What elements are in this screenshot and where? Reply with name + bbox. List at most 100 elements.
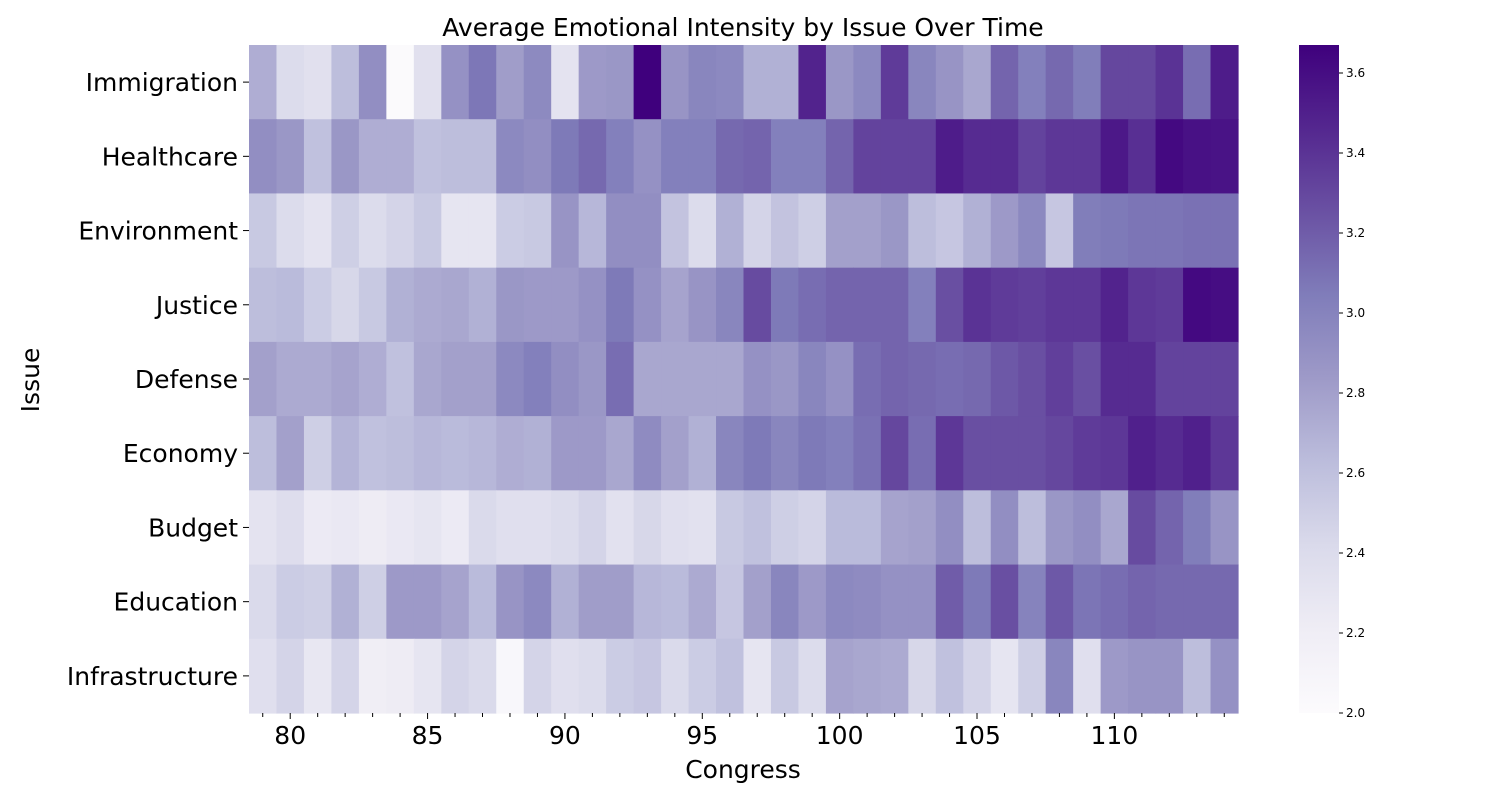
heatmap-cell (606, 45, 635, 120)
heatmap-cell (496, 45, 525, 120)
heatmap-cell (798, 638, 827, 714)
heatmap-cell (1100, 564, 1129, 640)
heatmap-cell (908, 119, 937, 195)
heatmap-cell (1018, 490, 1047, 566)
heatmap-cell (1073, 45, 1102, 120)
heatmap-cell (551, 490, 580, 566)
heatmap-cell (1155, 416, 1184, 491)
heatmap-cell (441, 45, 470, 120)
heatmap-cell (716, 119, 745, 195)
heatmap-cell (386, 267, 415, 343)
y-tick-label: Economy (123, 439, 238, 468)
heatmap-cell (578, 119, 607, 195)
heatmap-cell (496, 638, 525, 714)
heatmap-cell (303, 638, 333, 714)
heatmap-cell (1073, 490, 1102, 566)
heatmap-cell (606, 416, 635, 491)
heatmap-cell (853, 45, 882, 120)
heatmap-cell (1210, 45, 1239, 120)
heatmap-cell (551, 119, 580, 195)
heatmap-cell (276, 267, 305, 343)
heatmap-cell (908, 416, 937, 491)
heatmap-cell (249, 45, 278, 120)
x-axis-label: Congress (685, 755, 801, 784)
heatmap-cell (1183, 564, 1212, 640)
heatmap-cell (880, 267, 909, 343)
heatmap-cell (1128, 416, 1157, 491)
y-tick-label: Education (114, 588, 238, 617)
y-tick-label: Infrastructure (67, 662, 238, 691)
heatmap-cell (825, 341, 854, 417)
heatmap-cell (990, 119, 1019, 195)
colorbar-tick-label: 2.0 (1346, 706, 1365, 720)
heatmap-cell (551, 341, 580, 417)
heatmap-cell (880, 490, 909, 566)
heatmap-cell (908, 341, 937, 417)
heatmap-cell (1210, 341, 1239, 417)
heatmap-cell (1128, 267, 1157, 343)
heatmap-cell (633, 119, 662, 195)
heatmap-cell (935, 490, 964, 566)
x-tick-label: 90 (549, 721, 581, 750)
heatmap-cell (1100, 341, 1129, 417)
heatmap-cell (358, 119, 387, 195)
heatmap-cell (853, 267, 882, 343)
heatmap-cell (770, 267, 800, 343)
heatmap-cell (1100, 416, 1129, 491)
heatmap-cell (413, 45, 442, 120)
heatmap-cells (249, 45, 1239, 714)
heatmap-cell (633, 341, 662, 417)
heatmap-cell (1128, 45, 1157, 120)
heatmap-cell (798, 193, 827, 269)
heatmap-cell (798, 341, 827, 417)
heatmap-cell (1210, 416, 1239, 491)
heatmap-cell (963, 45, 992, 120)
heatmap-cell (853, 564, 882, 640)
heatmap-cell (523, 341, 552, 417)
x-tick-label: 85 (412, 721, 444, 750)
heatmap-cell (303, 416, 333, 491)
heatmap-cell (523, 564, 552, 640)
heatmap-cell (990, 416, 1019, 491)
heatmap-cell (578, 193, 607, 269)
heatmap-cell (633, 490, 662, 566)
heatmap-cell (578, 416, 607, 491)
heatmap-cell (853, 119, 882, 195)
heatmap-cell (908, 638, 937, 714)
heatmap-cell (661, 267, 690, 343)
heatmap-cell (688, 267, 717, 343)
heatmap-cell (606, 119, 635, 195)
heatmap-cell (1045, 193, 1074, 269)
heatmap-cell (1018, 45, 1047, 120)
heatmap-cell (1128, 341, 1157, 417)
heatmap-cell (413, 416, 442, 491)
heatmap-cell (716, 416, 745, 491)
heatmap-cell (661, 638, 690, 714)
heatmap-cell (688, 416, 717, 491)
heatmap-cell (1100, 638, 1129, 714)
heatmap-cell (880, 638, 909, 714)
heatmap-cell (798, 416, 827, 491)
heatmap-cell (825, 193, 854, 269)
heatmap-cell (578, 341, 607, 417)
heatmap-cell (1183, 341, 1212, 417)
heatmap-cell (441, 119, 470, 195)
heatmap-cell (331, 45, 360, 120)
heatmap-cell (276, 638, 305, 714)
heatmap-cell (606, 193, 635, 269)
heatmap-cell (551, 45, 580, 120)
heatmap-cell (1183, 193, 1212, 269)
heatmap-cell (331, 416, 360, 491)
heatmap-cell (358, 564, 387, 640)
heatmap-cell (661, 193, 690, 269)
heatmap-cell (1073, 564, 1102, 640)
heatmap-cell (770, 119, 800, 195)
heatmap-cell (908, 45, 937, 120)
heatmap-cell (441, 638, 470, 714)
heatmap-cell (743, 193, 772, 269)
heatmap-cell (276, 564, 305, 640)
heatmap-cell (908, 267, 937, 343)
heatmap-cell (303, 193, 333, 269)
heatmap-cell (798, 490, 827, 566)
heatmap-cell (386, 193, 415, 269)
